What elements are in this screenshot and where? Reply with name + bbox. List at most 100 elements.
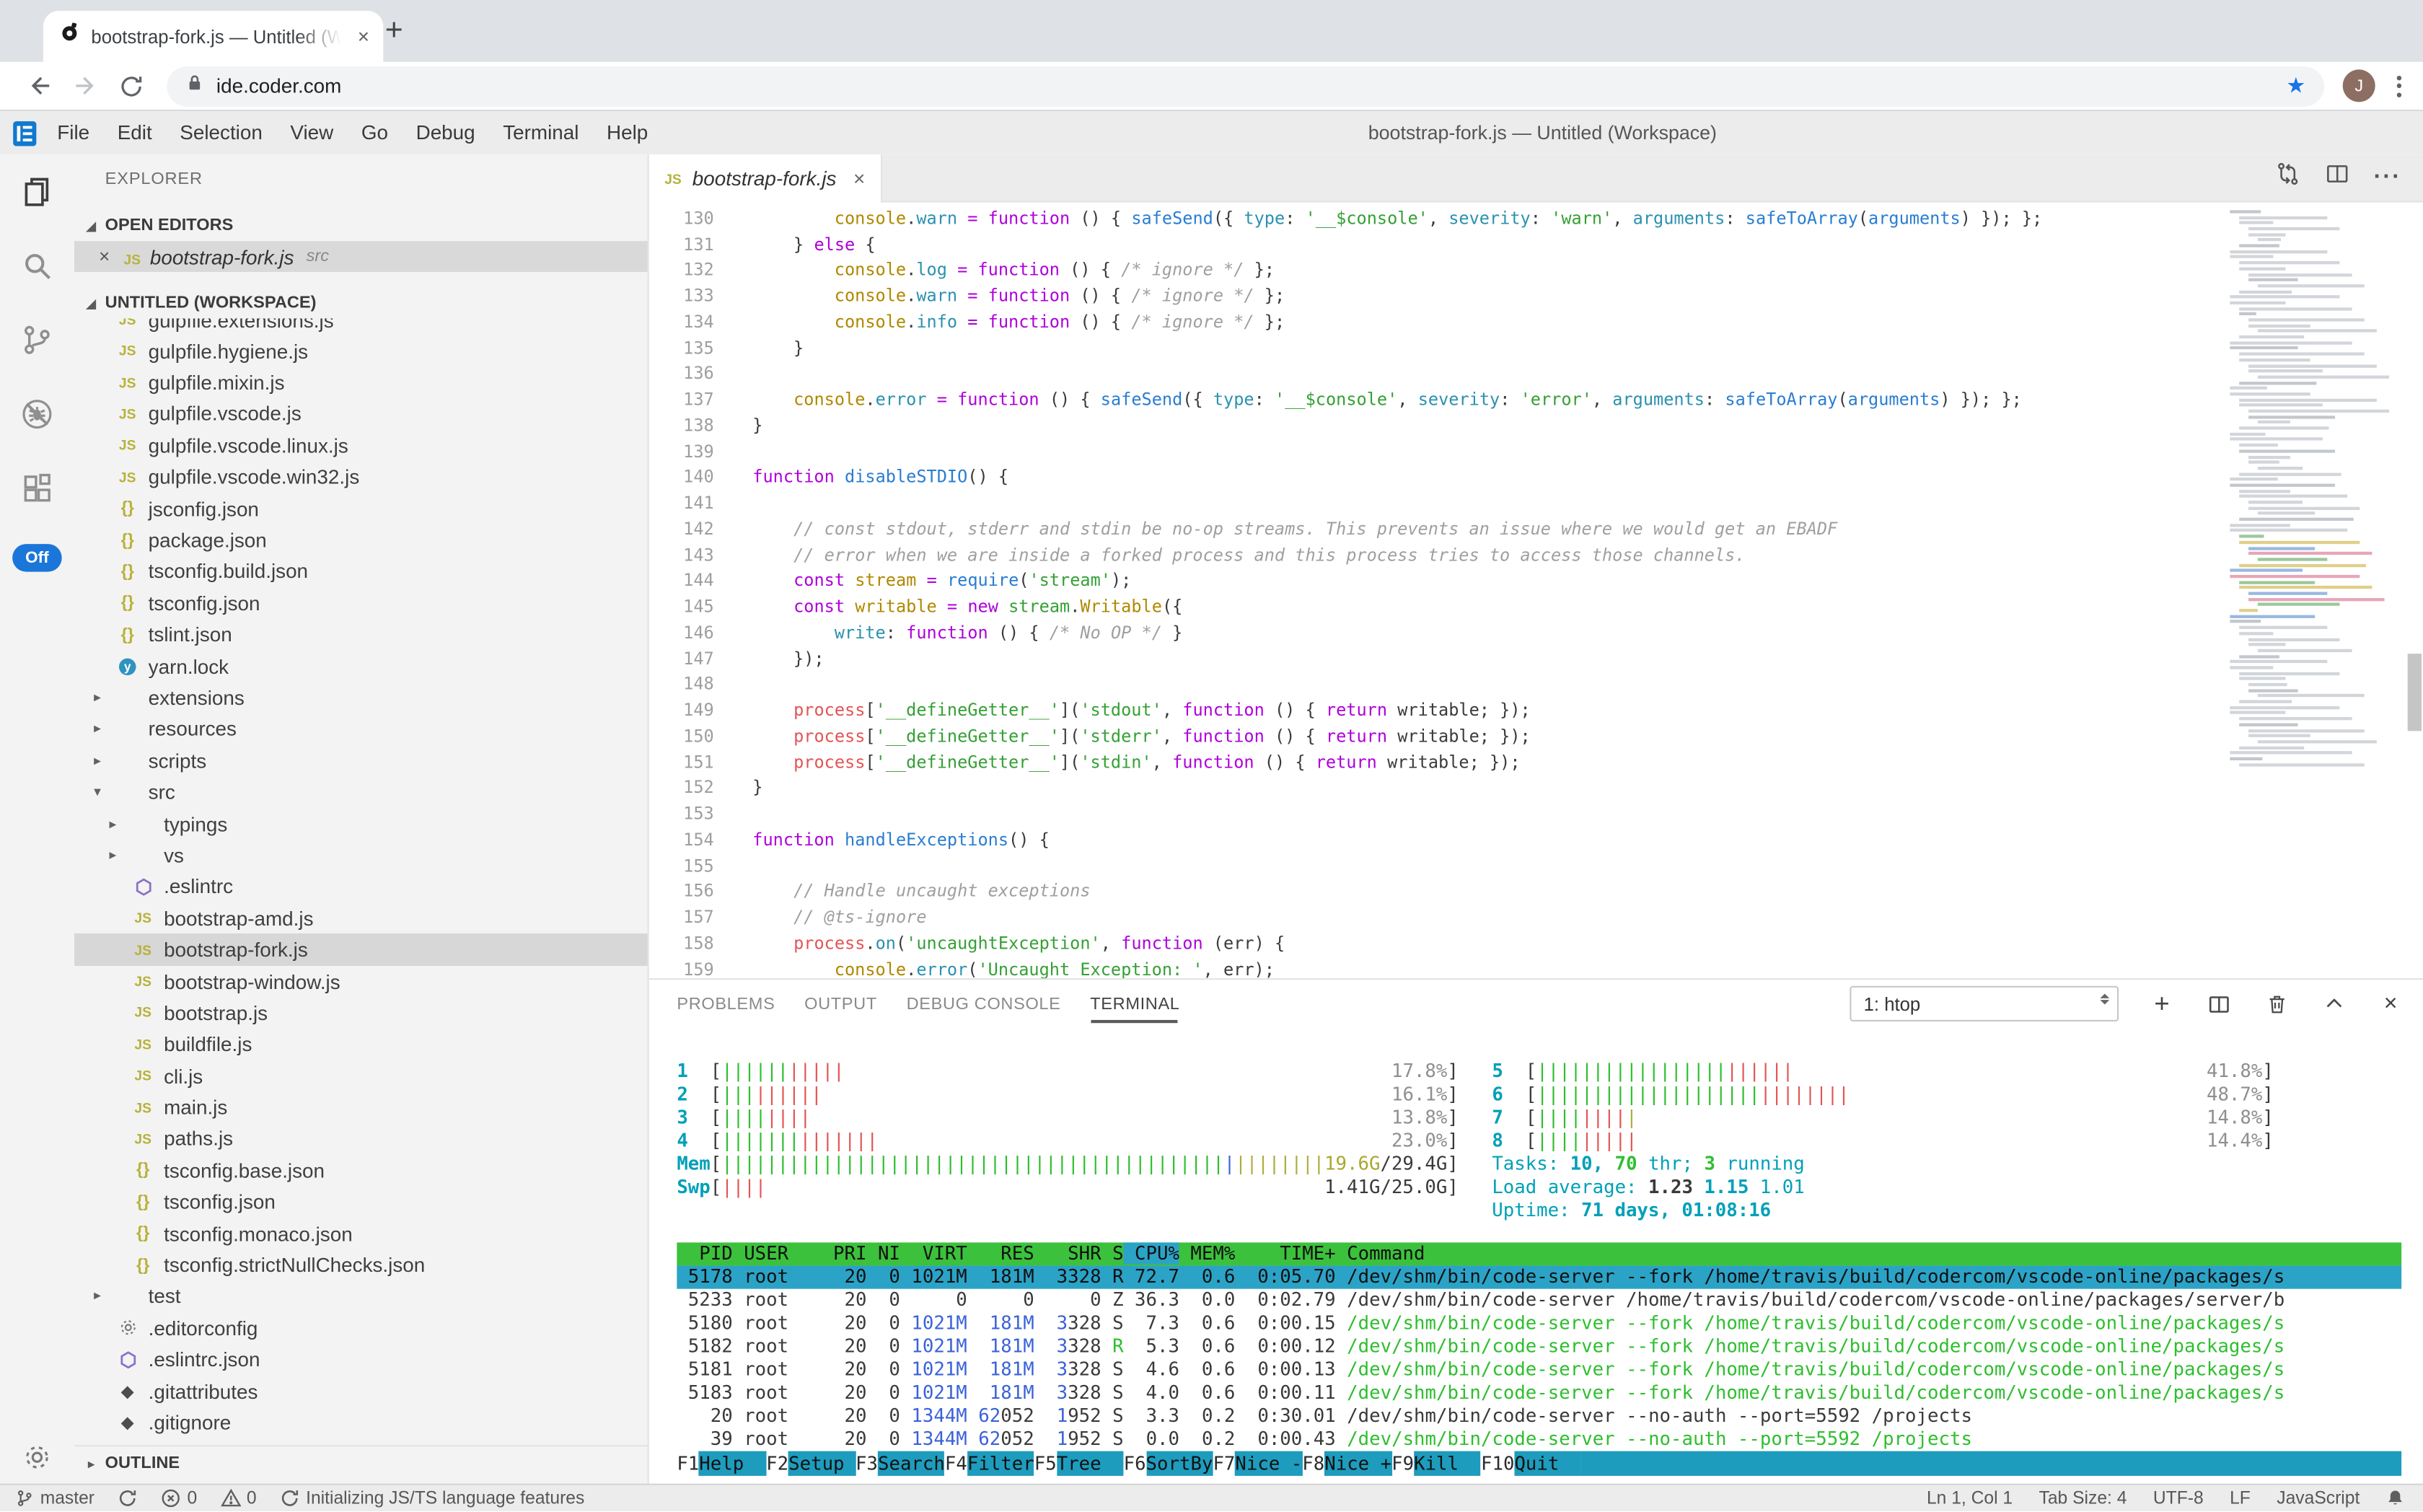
panel-tab-terminal[interactable]: TERMINAL [1090, 980, 1179, 1029]
code-line[interactable]: 135 } [649, 336, 2221, 362]
code-editor[interactable]: 130 console.warn = function () { safeSen… [648, 202, 2423, 978]
code-line[interactable]: 133 console.warn = function () { /* igno… [649, 285, 2221, 311]
code-line[interactable]: 155 [649, 854, 2221, 880]
open-editor-item[interactable]: × JS bootstrap-fork.js src [74, 241, 648, 273]
status-utf-8[interactable]: UTF-8 [2152, 1489, 2204, 1508]
tree-item[interactable]: ▾ src [74, 776, 648, 808]
menu-go[interactable]: Go [361, 120, 389, 144]
code-line[interactable]: 152} [649, 776, 2221, 802]
tree-item[interactable]: .mention-bot [74, 1438, 648, 1446]
code-line[interactable]: 149 process['__defineGetter__']('stdout'… [649, 699, 2221, 725]
chevron-right-icon[interactable]: ▸ [109, 846, 117, 863]
settings-gear-icon[interactable] [0, 1441, 74, 1474]
tree-item[interactable]: JS gulpfile.vscode.js [74, 398, 648, 430]
status-tab-size-4[interactable]: Tab Size: 4 [2039, 1489, 2127, 1508]
new-terminal-icon[interactable]: + [2154, 988, 2170, 1019]
code-line[interactable]: 142 // const stdout, stderr and stdin be… [649, 518, 2221, 544]
status-javascript[interactable]: JavaScript [2277, 1489, 2360, 1508]
code-line[interactable]: 131 } else { [649, 233, 2221, 259]
split-terminal-icon[interactable] [2205, 992, 2233, 1016]
code-line[interactable]: 143 // error when we are inside a forked… [649, 543, 2221, 569]
code-line[interactable]: 159 console.error('Uncaught Exception: '… [649, 958, 2221, 978]
code-line[interactable]: 146 write: function () { /* No OP */ } [649, 621, 2221, 647]
tree-item[interactable]: JS bootstrap-fork.js [74, 933, 648, 966]
debug-disabled-icon[interactable] [0, 377, 74, 452]
tree-item[interactable]: {} tslint.json [74, 619, 648, 651]
tree-item[interactable]: ▸ extensions [74, 682, 648, 713]
address-bar[interactable]: ide.coder.com ★ [167, 66, 2325, 106]
tree-item[interactable]: ◆ .gitignore [74, 1407, 648, 1438]
new-tab-button[interactable]: + [384, 14, 403, 48]
tree-item[interactable]: JS paths.js [74, 1123, 648, 1155]
extensions-icon[interactable] [0, 452, 74, 526]
chevron-right-icon[interactable]: ▸ [94, 1288, 101, 1304]
panel-tab-problems[interactable]: PROBLEMS [677, 995, 775, 1014]
open-changes-icon[interactable] [2274, 161, 2300, 195]
tree-item[interactable]: {} jsconfig.json [74, 493, 648, 524]
code-line[interactable]: 157 // @ts-ignore [649, 906, 2221, 932]
tree-item[interactable]: JS gulpfile.vscode.win32.js [74, 462, 648, 493]
tree-item[interactable]: ◆ .gitattributes [74, 1375, 648, 1407]
tree-item[interactable]: ▸ scripts [74, 745, 648, 777]
code-line[interactable]: 134 console.info = function () { /* igno… [649, 310, 2221, 336]
tree-item[interactable]: .editorconfig [74, 1312, 648, 1344]
tree-item[interactable]: {} package.json [74, 524, 648, 556]
tree-item[interactable]: ▸ test [74, 1280, 648, 1312]
terminal-select[interactable]: 1: htop [1850, 986, 2119, 1022]
open-editors-header[interactable]: ◢ OPEN EDITORS [74, 210, 648, 241]
status-sync-item[interactable]: Initializing JS/TS language features [280, 1488, 584, 1508]
forward-icon[interactable] [62, 71, 108, 101]
tree-item[interactable]: ▸ vs [74, 840, 648, 871]
menu-debug[interactable]: Debug [415, 120, 475, 144]
code-line[interactable]: 158 process.on('uncaughtException', func… [649, 932, 2221, 958]
split-editor-icon[interactable] [2324, 161, 2350, 195]
explorer-icon[interactable] [0, 154, 74, 229]
terminal[interactable]: 1 [||||||||||| 17.8%] 5 [|||||||||||||||… [649, 1029, 2423, 1483]
tree-item[interactable]: .eslintrc.json [74, 1344, 648, 1376]
chevron-down-icon[interactable]: ▾ [94, 783, 101, 799]
code-line[interactable]: 132 console.log = function () { /* ignor… [649, 259, 2221, 285]
tree-item[interactable]: {} tsconfig.json [74, 587, 648, 619]
tree-item[interactable]: ▸ typings [74, 808, 648, 840]
outline-header[interactable]: ▸ OUTLINE [74, 1445, 648, 1480]
code-line[interactable]: 148 [649, 673, 2221, 699]
code-line[interactable]: 141 [649, 492, 2221, 518]
code-line[interactable]: 156 // Handle uncaught exceptions [649, 880, 2221, 906]
code-server-logo-icon[interactable] [12, 120, 37, 146]
status-lf[interactable]: LF [2230, 1489, 2251, 1508]
status-sync-icon[interactable] [118, 1488, 138, 1508]
code-line[interactable]: 144 const stream = require('stream'); [649, 569, 2221, 595]
more-actions-icon[interactable]: ··· [2373, 164, 2402, 190]
scrollbar-thumb[interactable] [2407, 654, 2422, 731]
tree-item[interactable]: {} tsconfig.build.json [74, 556, 648, 588]
tree-item[interactable]: y yarn.lock [74, 651, 648, 682]
chevron-right-icon[interactable]: ▸ [109, 815, 117, 831]
menu-help[interactable]: Help [607, 120, 648, 144]
tree-item[interactable]: JS buildfile.js [74, 1029, 648, 1060]
tree-item[interactable]: ▸ resources [74, 713, 648, 745]
code-line[interactable]: 151 process['__defineGetter__']('stdin',… [649, 750, 2221, 776]
code-line[interactable]: 130 console.warn = function () { safeSen… [649, 207, 2221, 233]
tree-item[interactable]: {} tsconfig.json [74, 1186, 648, 1218]
code-line[interactable]: 154 function handleExceptions() { [649, 828, 2221, 854]
minimap[interactable] [2220, 203, 2406, 978]
chevron-right-icon[interactable]: ▸ [94, 752, 101, 768]
tree-item[interactable]: JS bootstrap.js [74, 997, 648, 1029]
code-line[interactable]: 137 console.error = function () { safeSe… [649, 388, 2221, 414]
status-error-item[interactable]: 0 [161, 1488, 197, 1508]
editor-scrollbar[interactable] [2406, 203, 2423, 978]
tree-item[interactable]: .eslintrc [74, 871, 648, 902]
source-control-icon[interactable] [0, 303, 74, 377]
code-line[interactable]: 147 }); [649, 647, 2221, 673]
menu-edit[interactable]: Edit [117, 120, 152, 144]
menu-terminal[interactable]: Terminal [503, 120, 579, 144]
code-line[interactable]: 139 [649, 440, 2221, 466]
browser-tab[interactable]: bootstrap-fork.js — Untitled (Workspace)… [43, 10, 384, 62]
tree-item[interactable]: JS cli.js [74, 1060, 648, 1092]
off-badge[interactable]: Off [12, 544, 62, 572]
chevron-right-icon[interactable]: ▸ [94, 721, 101, 737]
menu-file[interactable]: File [57, 120, 90, 144]
code-line[interactable]: 140 function disableSTDIO() { [649, 466, 2221, 492]
bookmark-star-icon[interactable]: ★ [2286, 72, 2306, 97]
back-icon[interactable] [15, 71, 61, 101]
